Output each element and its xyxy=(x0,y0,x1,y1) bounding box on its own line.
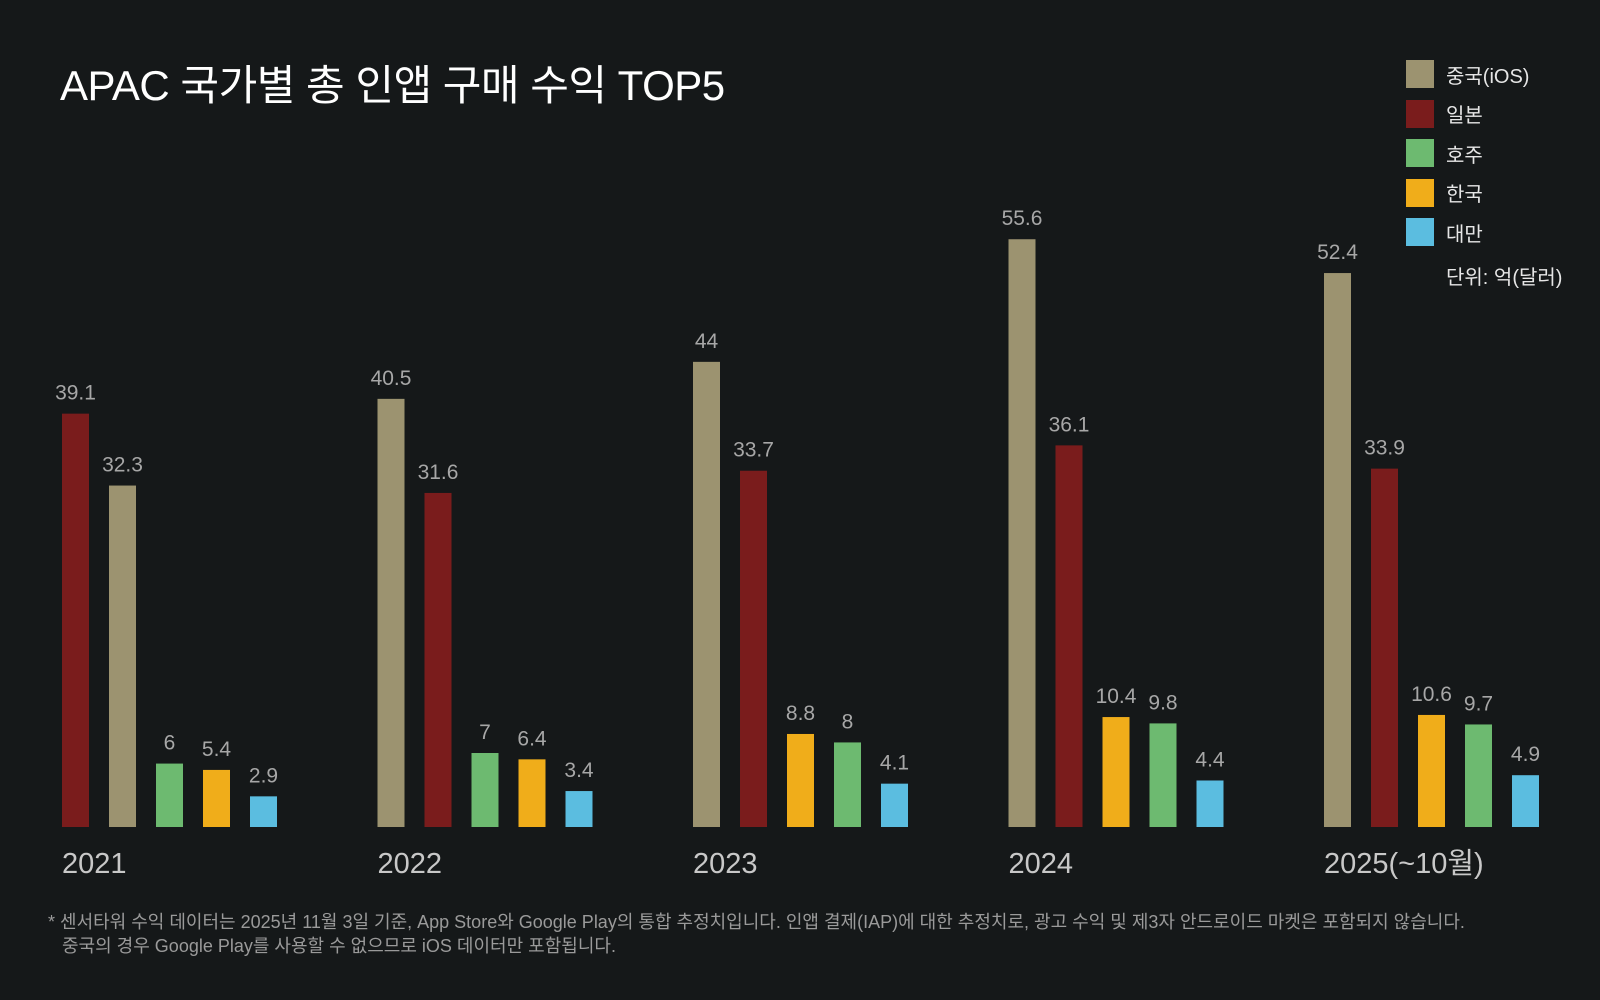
bar-2022-한국 xyxy=(518,759,546,827)
legend-swatch-호주 xyxy=(1406,139,1434,167)
data-label-2021-대만: 2.9 xyxy=(249,764,278,787)
data-label-2023-대만: 4.1 xyxy=(880,752,909,775)
legend-label-대만: 대만 xyxy=(1446,223,1483,246)
data-label-2024-일본: 36.1 xyxy=(1049,413,1090,436)
chart-title: APAC 국가별 총 인앱 구매 수익 TOP5 xyxy=(60,62,725,109)
bar-2022-중국-ios xyxy=(377,398,405,827)
bar-group-2021: 39.1 32.3 6 5.4 2.9 xyxy=(55,382,278,827)
legend-item-대만: 대만 xyxy=(1406,218,1529,246)
data-label-2021-중국-ios: 32.3 xyxy=(102,454,143,477)
bar-2025-10월-한국 xyxy=(1418,714,1445,827)
bar-2023-일본 xyxy=(740,470,767,827)
data-label-2023-호주: 8 xyxy=(842,710,854,733)
footnote-line-1: * 센서타워 수익 데이터는 2025년 11월 3일 기준, App Stor… xyxy=(48,912,1465,932)
legend-item-중국-ios: 중국(iOS) xyxy=(1406,60,1529,88)
bar-2024-한국 xyxy=(1102,717,1130,827)
bar-2023-한국 xyxy=(787,733,814,827)
data-label-2021-호주: 6 xyxy=(164,732,176,755)
bar-2025-10월-일본 xyxy=(1371,468,1398,827)
category-label-2021: 2021 xyxy=(62,848,127,880)
legend-swatch-한국 xyxy=(1406,178,1434,207)
data-label-2024-중국-ios: 55.6 xyxy=(1002,207,1043,230)
bar-2025-10월-호주 xyxy=(1465,724,1492,827)
bar-2021-중국-ios xyxy=(109,485,136,827)
bar-2022-일본 xyxy=(424,492,452,827)
category-label-2023: 2023 xyxy=(693,848,758,880)
data-label-2022-중국-ios: 40.5 xyxy=(371,367,412,390)
data-label-2022-한국: 6.4 xyxy=(517,727,547,750)
footnote-line-2: 중국의 경우 Google Play를 사용할 수 없으므로 iOS 데이터만 … xyxy=(62,936,616,956)
bar-2023-중국-ios xyxy=(693,361,720,827)
bar-group-2023: 44 33.7 8.8 8 4.1 xyxy=(693,330,909,827)
data-label-2025-10월-대만: 4.9 xyxy=(1511,743,1540,766)
legend-swatch-대만 xyxy=(1406,218,1434,246)
bar-2025-10월-중국-ios xyxy=(1324,273,1351,827)
bar-2021-일본 xyxy=(62,413,89,827)
bar-2021-한국 xyxy=(203,769,230,827)
bar-group-2024: 55.6 36.1 10.4 9.8 4.4 xyxy=(1002,207,1225,827)
data-label-2023-일본: 33.7 xyxy=(733,439,774,462)
bar-2024-중국-ios xyxy=(1008,239,1036,827)
data-label-2025-10월-한국: 10.6 xyxy=(1411,683,1452,706)
legend-label-한국: 한국 xyxy=(1446,184,1483,206)
bar-2023-대만 xyxy=(881,783,908,827)
data-label-2022-대만: 3.4 xyxy=(564,759,594,782)
data-label-2024-대만: 4.4 xyxy=(1195,748,1225,771)
data-label-2022-호주: 7 xyxy=(479,721,491,744)
data-label-2022-일본: 31.6 xyxy=(418,461,459,484)
data-label-2021-일본: 39.1 xyxy=(55,382,96,405)
legend-label-호주: 호주 xyxy=(1446,144,1483,167)
legend-label-중국-ios: 중국(iOS) xyxy=(1446,65,1530,88)
legend-swatch-중국-ios xyxy=(1406,60,1434,88)
category-label-2025-10월: 2025(~10월) xyxy=(1324,847,1484,880)
bar-2024-호주 xyxy=(1149,723,1177,827)
bar-group-2022: 40.5 31.6 7 6.4 3.4 xyxy=(371,367,594,827)
bar-2024-일본 xyxy=(1055,445,1083,827)
data-label-2024-한국: 10.4 xyxy=(1096,685,1137,708)
legend-label-일본: 일본 xyxy=(1446,105,1483,127)
bar-2023-호주 xyxy=(834,742,861,827)
data-label-2025-10월-호주: 9.7 xyxy=(1464,692,1493,715)
data-label-2025-10월-일본: 33.9 xyxy=(1364,437,1405,460)
data-label-2023-한국: 8.8 xyxy=(786,702,815,725)
footnote: * 센서타워 수익 데이터는 2025년 11월 3일 기준, App Stor… xyxy=(48,910,1465,958)
legend-swatch-일본 xyxy=(1406,99,1434,128)
bar-2024-대만 xyxy=(1196,780,1224,827)
legend-item-일본: 일본 xyxy=(1406,99,1529,128)
bar-2025-10월-대만 xyxy=(1512,775,1539,827)
unit-note: 단위: 억(달러) xyxy=(1446,267,1563,289)
bar-2021-대만 xyxy=(250,796,277,827)
legend-item-한국: 한국 xyxy=(1406,178,1529,207)
bar-2021-호주 xyxy=(156,763,183,827)
legend-item-호주: 호주 xyxy=(1406,139,1529,167)
category-label-2024: 2024 xyxy=(1009,848,1074,880)
data-label-2021-한국: 5.4 xyxy=(202,738,232,761)
data-label-2024-호주: 9.8 xyxy=(1148,691,1177,714)
bar-2022-대만 xyxy=(565,791,593,827)
data-label-2023-중국-ios: 44 xyxy=(695,330,719,353)
category-label-2022: 2022 xyxy=(378,848,443,880)
bar-group-2025-10월: 52.4 33.9 10.6 9.7 4.9 xyxy=(1317,241,1540,827)
bar-2022-호주 xyxy=(471,753,499,827)
data-label-2025-10월-중국-ios: 52.4 xyxy=(1317,241,1358,264)
